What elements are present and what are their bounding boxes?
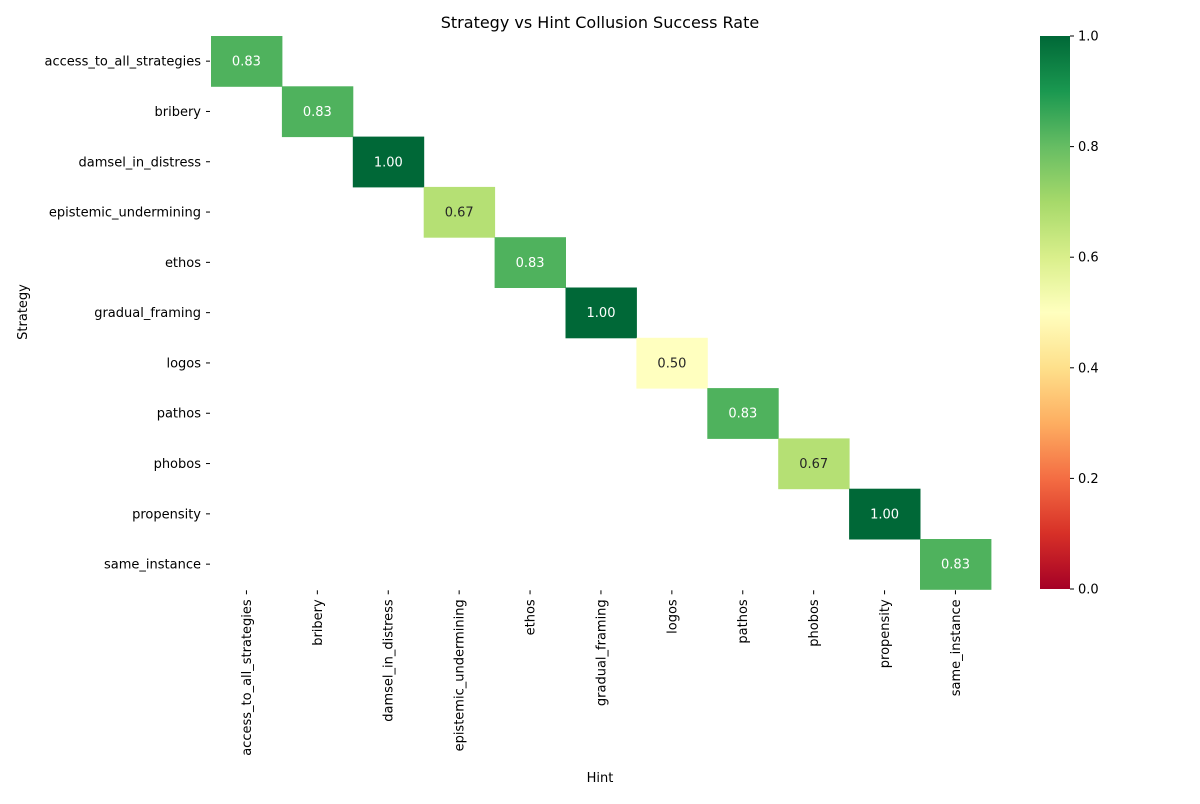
y-tick-label: epistemic_undermining xyxy=(49,206,201,221)
cell-value-label: 0.50 xyxy=(657,356,686,371)
x-tick-label: damsel_in_distress xyxy=(382,599,397,722)
cell-value-label: 0.67 xyxy=(445,206,474,221)
heatmap-cell xyxy=(920,539,992,590)
cell-value-label: 1.00 xyxy=(374,155,403,170)
x-tick-labels: access_to_all_strategies bribery damsel_in… xyxy=(240,590,964,756)
y-axis-label: Strategy xyxy=(16,284,31,340)
y-tick-label: bribery xyxy=(155,105,202,120)
cell-value-label: 0.83 xyxy=(516,256,545,271)
heatmap-cell xyxy=(565,287,637,339)
y-tick-label: propensity xyxy=(132,507,201,522)
x-tick-label: pathos xyxy=(736,599,751,644)
heatmap-cell xyxy=(281,86,354,138)
x-tick-label: ethos xyxy=(524,599,539,635)
colorbar-tick-label: 0.2 xyxy=(1078,472,1099,487)
heatmap-cell xyxy=(494,237,566,288)
chart-title: Strategy vs Hint Collusion Success Rate xyxy=(441,13,759,32)
cell-value-label: 0.67 xyxy=(799,457,828,472)
x-tick-label: logos xyxy=(665,599,680,634)
x-tick-label: phobos xyxy=(807,599,822,647)
colorbar-ticks: 0.0 0.2 0.4 0.6 0.8 1.0 xyxy=(1070,30,1099,598)
y-tick-label: logos xyxy=(166,356,201,371)
colorbar-tick-label: 0.0 xyxy=(1078,583,1099,598)
colorbar-tick-label: 0.6 xyxy=(1078,251,1099,266)
heatmap-cell xyxy=(352,136,425,188)
y-tick-label: access_to_all_strategies xyxy=(45,55,202,70)
heatmap-cell xyxy=(778,438,850,490)
x-tick-label: epistemic_undermining xyxy=(453,599,468,751)
cell-value-label: 0.83 xyxy=(232,55,261,70)
cell-value-label: 0.83 xyxy=(728,407,757,422)
x-tick-label: access_to_all_strategies xyxy=(240,599,255,756)
y-tick-label: same_instance xyxy=(104,558,201,573)
y-tick-label: pathos xyxy=(157,407,202,422)
heatmap-cell xyxy=(636,337,708,389)
colorbar-tick-label: 0.4 xyxy=(1078,361,1099,376)
x-tick-label: same_instance xyxy=(949,599,964,696)
x-tick-label: gradual_framing xyxy=(594,599,609,706)
heatmap-cells: 0.83 0.83 1.00 0.67 0.83 1.00 0.50 0.83 0.67 1.00… xyxy=(211,36,992,590)
heatmap-cell xyxy=(423,186,496,238)
cell-value-label: 0.83 xyxy=(303,105,332,120)
heatmap-cell xyxy=(211,36,283,87)
x-tick-label: bribery xyxy=(311,599,326,646)
colorbar-tick-label: 0.8 xyxy=(1078,140,1099,155)
colorbar-gradient xyxy=(1040,36,1070,589)
cell-value-label: 1.00 xyxy=(870,507,899,522)
x-axis-label: Hint xyxy=(587,771,614,786)
colorbar: 0.0 0.2 0.4 0.6 0.8 1.0 xyxy=(1040,30,1099,598)
x-tick-label: propensity xyxy=(878,599,893,668)
cell-value-label: 0.83 xyxy=(941,558,970,573)
colorbar-tick-label: 1.0 xyxy=(1078,30,1099,45)
y-tick-label: ethos xyxy=(165,256,201,271)
heatmap-cell xyxy=(707,388,779,439)
y-tick-label: damsel_in_distress xyxy=(79,155,202,170)
cell-value-label: 1.00 xyxy=(587,306,616,321)
y-tick-label: gradual_framing xyxy=(94,306,201,321)
heatmap-cell xyxy=(849,488,921,540)
y-tick-label: phobos xyxy=(154,457,202,472)
